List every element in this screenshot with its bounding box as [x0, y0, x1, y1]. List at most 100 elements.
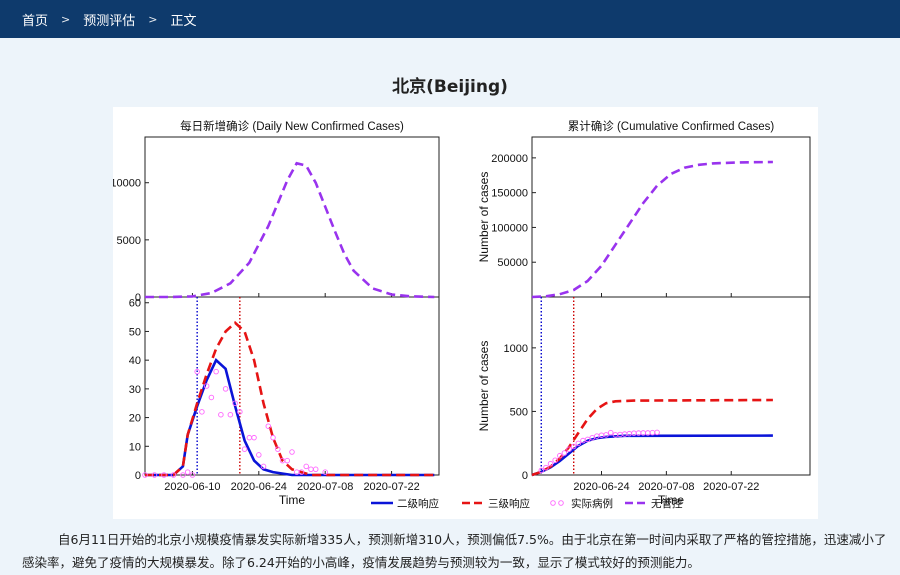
chart-0-actual-case-point — [142, 472, 148, 478]
chart-0-series-level2-line — [145, 358, 435, 477]
chart-0-bottom-y-tick-label: 20 — [129, 413, 141, 425]
chart-1-actual-case-point — [608, 429, 614, 436]
breadcrumb-current: 正文 — [170, 13, 197, 29]
chart-1-series-uncontrolled-line — [531, 160, 773, 299]
breadcrumb-bar: 首页 > 预测评估 > 正文 — [0, 0, 900, 38]
chart-1-bottom-y-tick-label: 1000 — [504, 343, 528, 355]
chart-0-actual-case-point — [184, 469, 191, 475]
chart-0-series-level3-line — [145, 321, 435, 477]
chart-1-top-y-tick-label: 150000 — [491, 188, 528, 200]
chart-0-actual-case-point — [218, 411, 224, 418]
chart-0-bottom-y-tick-label: 40 — [129, 355, 141, 367]
caption-paragraph: 自6月11日开始的北京小规模疫情暴发实际新增335人，预测新增310人，预测偏低… — [22, 532, 887, 570]
chart-0-actual-case-point — [265, 423, 272, 429]
legend-marker-actual — [558, 500, 564, 506]
chart-1-actual-case-point — [649, 429, 656, 436]
chart-1-actual-case-point — [603, 432, 609, 438]
legend-marker-actual — [550, 500, 556, 506]
chart-1-top-y-tick-label: 100000 — [491, 222, 528, 234]
chart-0-actual-case-point — [222, 386, 229, 392]
chart-0-actual-case-point — [303, 463, 309, 470]
chart-0-x-tick-label: 2020-07-22 — [363, 481, 419, 493]
chart-0-actual-case-point — [194, 368, 200, 375]
chart-0-actual-case-point — [213, 368, 219, 375]
chart-0-frame — [144, 136, 440, 476]
chart-1-series-level3-line — [531, 398, 773, 477]
breadcrumb-separator: > — [61, 12, 71, 26]
chart-0-actual-case-point — [308, 466, 314, 473]
chart-0-bottom-y-tick-label: 50 — [129, 326, 141, 338]
chart-1-bottom-ylabel: Number of cases — [477, 341, 491, 432]
chart-0-actual-case-point — [251, 434, 257, 441]
breadcrumb-section-link[interactable]: 预测评估 — [83, 13, 136, 29]
chart-0-actual-case-point — [151, 472, 158, 478]
chart-1-bottom-y-tick-label: 0 — [522, 470, 528, 482]
chart-1-title: 累计确诊 (Cumulative Confirmed Cases) — [568, 119, 775, 133]
chart-1-top-y-tick-label: 50000 — [497, 257, 528, 269]
chart-0-actual-case-point — [199, 409, 205, 415]
chart-1-actual-case-point — [566, 446, 572, 452]
chart-0-actual-case-point — [260, 463, 267, 470]
chart-1-actual-case-point — [552, 457, 558, 464]
legend-label: 实际病例 — [571, 497, 613, 510]
legend-label: 三级响应 — [488, 497, 530, 510]
chart-0-actual-case-point — [298, 469, 305, 475]
chart-0-actual-case-point — [208, 394, 215, 401]
chart-0-actual-case-point — [237, 409, 243, 415]
chart-0-actual-case-point — [284, 457, 291, 464]
chart-1-actual-case-point — [575, 440, 582, 447]
chart-1-actual-case-point — [538, 467, 545, 474]
chart-1-top-y-tick-label: 200000 — [491, 153, 528, 165]
chart-0-title: 每日新增确诊 (Daily New Confirmed Cases) — [180, 119, 404, 133]
chart-0-actual-case-point — [170, 472, 177, 478]
chart-1-actual-case-point — [589, 434, 595, 441]
chart-0-bottom-y-tick-label: 0 — [135, 470, 141, 482]
chart-0-actual-case-point — [275, 446, 281, 452]
breadcrumb-separator: > — [148, 12, 158, 26]
chart-0-actual-case-point — [180, 472, 186, 478]
chart-1-x-tick-label: 2020-06-24 — [573, 481, 629, 493]
chart-1-bottom-y-tick-label: 500 — [510, 406, 528, 418]
chart-1-x-tick-label: 2020-07-08 — [638, 481, 694, 493]
chart-0-x-tick-label: 2020-06-24 — [231, 481, 287, 493]
legend-label: 二级响应 — [397, 497, 439, 510]
chart-0-bottom-y-tick-label: 60 — [129, 298, 141, 310]
forecast-chart-svg: 每日新增确诊 (Daily New Confirmed Cases)Time20… — [113, 119, 811, 510]
chart-0-actual-case-point — [161, 472, 167, 478]
forecast-figure: 每日新增确诊 (Daily New Confirmed Cases) Time 20… — [113, 107, 818, 519]
chart-0-actual-case-point — [270, 434, 276, 441]
breadcrumb-home-link[interactable]: 首页 — [22, 13, 49, 29]
chart-1-actual-case-point — [584, 436, 591, 443]
chart-0-actual-case-point — [289, 449, 295, 455]
chart-1-x-tick-label: 2020-07-22 — [703, 481, 759, 493]
chart-1-actual-case-point — [561, 450, 568, 456]
chart-1-actual-case-point — [547, 460, 554, 467]
chart-0-bottom-y-tick-label: 10 — [129, 441, 141, 453]
chart-0-x-tick-label: 2020-07-08 — [297, 481, 353, 493]
chart-0-actual-case-point — [246, 434, 253, 441]
chart-1-series-level2-line — [531, 434, 773, 477]
chart-1-actual-case-point — [543, 464, 549, 471]
chart-0-actual-case-point — [322, 469, 328, 475]
chart-0-actual-case-point — [232, 400, 238, 406]
chart-0-actual-case-point — [189, 472, 196, 478]
chart-1-top-ylabel: Number of cases — [477, 172, 491, 263]
chart-0-actual-case-point — [256, 452, 262, 458]
page-title: 北京(Beijing) — [392, 77, 508, 97]
chart-1-actual-case-point — [654, 429, 660, 436]
chart-0-actual-case-point — [312, 466, 319, 473]
chart-1-frame — [531, 136, 811, 476]
chart-1-actual-case-point — [570, 443, 577, 450]
chart-1-xlabel: Time — [658, 493, 685, 507]
chart-1-actual-case-point — [557, 452, 563, 459]
chart-0-actual-case-point — [227, 411, 234, 418]
chart-0-series-uncontrolled-line — [145, 161, 435, 299]
chart-0-xlabel: Time — [279, 493, 306, 507]
chart-0-top-y-tick-label: 10000 — [113, 178, 141, 190]
chart-0-top-y-tick-label: 0 — [135, 292, 141, 304]
chart-0-actual-case-point — [203, 383, 210, 389]
legend-label: 无管控 — [651, 497, 683, 510]
chart-0-top-y-tick-label: 5000 — [117, 235, 141, 247]
chart-0-x-tick-label: 2020-06-10 — [164, 481, 220, 493]
chart-0-actual-case-point — [241, 446, 248, 452]
